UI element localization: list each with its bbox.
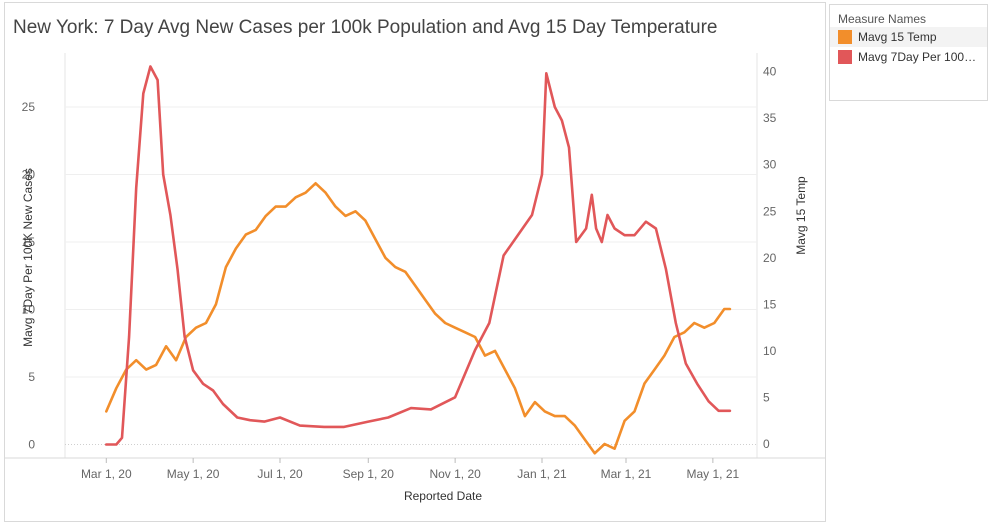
y-right-axis-title: Mavg 15 Temp bbox=[794, 176, 808, 255]
series-line-temp bbox=[105, 182, 732, 455]
x-tick-label: Jul 1, 20 bbox=[257, 467, 303, 481]
y-left-tick-label: 0 bbox=[28, 438, 35, 452]
y-right-tick-label: 0 bbox=[763, 437, 770, 451]
series-line-cases bbox=[105, 65, 732, 446]
y-right-tick-label: 5 bbox=[763, 390, 770, 404]
y-right-tick-label: 40 bbox=[763, 65, 777, 79]
x-tick-label: Mar 1, 21 bbox=[601, 467, 652, 481]
x-axis-title: Reported Date bbox=[404, 489, 482, 503]
y-left-axis-title: Mavg 7Day Per 100K New Cases bbox=[21, 168, 35, 347]
y-right-tick-label: 30 bbox=[763, 158, 777, 172]
dual-axis-line-chart: 0 5 10 15 20 25 0 5 10 15 20 25 30 35 40 Mar 1, 20 May 1… bbox=[5, 53, 825, 503]
y-right-tick-label: 10 bbox=[763, 344, 777, 358]
x-tick-label: Sep 1, 20 bbox=[343, 467, 395, 481]
legend-label-cases: Mavg 7Day Per 100K ... bbox=[858, 50, 983, 64]
legend-swatch-cases bbox=[838, 50, 852, 64]
y-left-tick-label: 10 bbox=[22, 303, 36, 317]
y-left-tick-label: 25 bbox=[22, 100, 36, 114]
x-tick-label: Mar 1, 20 bbox=[81, 467, 132, 481]
x-tick-label: Jan 1, 21 bbox=[517, 467, 567, 481]
legend-item-cases[interactable]: Mavg 7Day Per 100K ... bbox=[830, 47, 987, 67]
chart-panel: New York: 7 Day Avg New Cases per 100k P… bbox=[4, 2, 826, 522]
legend: Measure Names Mavg 15 Temp Mavg 7Day Per… bbox=[829, 4, 988, 101]
legend-label-temp: Mavg 15 Temp bbox=[858, 30, 937, 44]
legend-title: Measure Names bbox=[838, 12, 927, 26]
x-tick-label: Nov 1, 20 bbox=[429, 467, 481, 481]
chart-title: New York: 7 Day Avg New Cases per 100k P… bbox=[13, 17, 718, 38]
y-left-tick-label: 20 bbox=[22, 168, 36, 182]
legend-item-temp[interactable]: Mavg 15 Temp bbox=[830, 27, 987, 47]
y-right-tick-label: 35 bbox=[763, 111, 777, 125]
y-right-tick-label: 15 bbox=[763, 297, 777, 311]
legend-swatch-temp bbox=[838, 30, 852, 44]
y-right-tick-label: 25 bbox=[763, 204, 777, 218]
y-right-tick-label: 20 bbox=[763, 251, 777, 265]
x-tick-label: May 1, 20 bbox=[167, 467, 220, 481]
x-tick-label: May 1, 21 bbox=[687, 467, 740, 481]
y-left-tick-label: 5 bbox=[28, 370, 35, 384]
y-left-tick-label: 15 bbox=[22, 235, 36, 249]
